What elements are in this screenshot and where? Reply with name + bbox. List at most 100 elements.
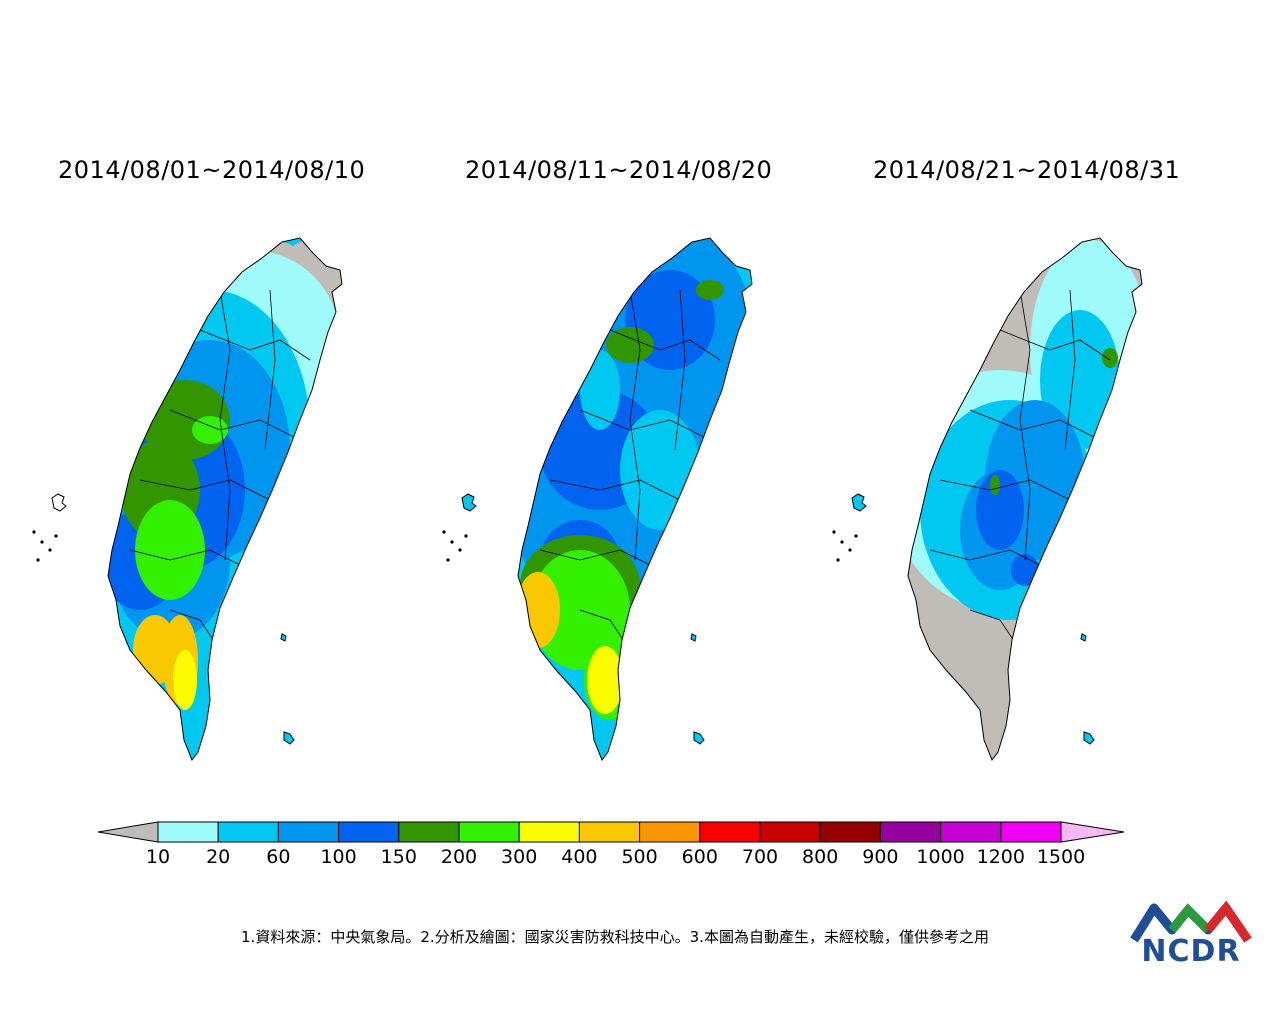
colorbar-tick-label: 1200 bbox=[976, 846, 1025, 868]
colorbar-tick-label: 10 bbox=[145, 846, 171, 868]
footnote: 1.資料來源：中央氣象局。2.分析及繪圖：國家災害防救科技中心。3.本圖為自動產… bbox=[241, 928, 989, 946]
islet bbox=[32, 530, 36, 534]
colorbar-under-arrow bbox=[98, 821, 159, 843]
county-boundary bbox=[129, 549, 251, 571]
colorbar-tick-label: 20 bbox=[206, 846, 231, 868]
county-boundary bbox=[969, 409, 1101, 441]
county-boundary bbox=[929, 549, 1051, 571]
colorbar-segment bbox=[879, 821, 942, 843]
islet bbox=[458, 548, 462, 552]
islet bbox=[848, 548, 852, 552]
offshore-island bbox=[693, 731, 705, 745]
rainfall-field bbox=[518, 238, 752, 720]
colorbar-tick-label: 150 bbox=[380, 846, 417, 868]
county-boundary bbox=[219, 289, 231, 561]
rainfall-contour bbox=[192, 416, 228, 444]
coastline bbox=[517, 237, 753, 762]
rainfall-contour bbox=[1011, 554, 1039, 586]
logo-mark-green bbox=[1168, 903, 1212, 934]
colorbar-labels: 10 20 60 100 150 200 300 400 500 600 700 800 900 1000… bbox=[0, 846, 1280, 870]
colorbar-segment bbox=[639, 821, 701, 843]
colorbar-segment bbox=[518, 821, 580, 843]
rainfall-contour bbox=[518, 572, 560, 648]
colorbar-tick-label: 1500 bbox=[1036, 846, 1086, 868]
county-boundary bbox=[539, 549, 661, 571]
colorbar-segment bbox=[157, 821, 219, 843]
colorbar-tick-label: 900 bbox=[862, 846, 899, 868]
period-title-3: 2014/08/21~2014/08/31 bbox=[873, 156, 1181, 184]
colorbar-over-arrow bbox=[1060, 821, 1125, 843]
county-boundary bbox=[674, 289, 686, 451]
county-boundary bbox=[264, 289, 276, 451]
islet bbox=[442, 530, 446, 534]
offshore-island bbox=[51, 493, 67, 512]
islet bbox=[854, 534, 858, 538]
rainfall-map-period-3 bbox=[820, 230, 1180, 770]
county-boundary bbox=[1019, 289, 1031, 561]
colorbar-segment bbox=[819, 821, 881, 843]
rainfall-contour bbox=[173, 650, 197, 710]
colorbar-tick-label: 300 bbox=[501, 846, 538, 868]
rainfall-contour bbox=[990, 475, 1000, 495]
county-boundary bbox=[579, 409, 711, 441]
islet bbox=[464, 534, 468, 538]
logo-mark-red bbox=[1204, 900, 1252, 943]
colorbar-tick-label: 600 bbox=[681, 846, 718, 868]
rainfall-map-period-1 bbox=[20, 230, 380, 770]
colorbar-segment bbox=[759, 821, 821, 843]
islet bbox=[48, 548, 52, 552]
colorbar-tick-label: 400 bbox=[561, 846, 598, 868]
rainfall-colorbar bbox=[98, 821, 1125, 843]
colorbar-tick-label: 60 bbox=[266, 846, 291, 868]
rainfall-contour bbox=[587, 646, 623, 714]
rainfall-contour bbox=[606, 327, 654, 363]
coastline bbox=[107, 237, 343, 762]
offshore-island bbox=[461, 493, 477, 512]
colorbar-segment bbox=[1000, 821, 1062, 843]
offshore-island bbox=[280, 633, 287, 642]
rainfall-field bbox=[108, 240, 342, 710]
county-boundary bbox=[939, 479, 1071, 501]
ncdr-logo-text: NCDR bbox=[1141, 934, 1241, 969]
ncdr-logo bbox=[1130, 900, 1252, 943]
islet bbox=[840, 540, 844, 544]
colorbar-segment bbox=[699, 821, 761, 843]
rainfall-contour bbox=[135, 500, 205, 600]
colorbar-tick-label: 700 bbox=[741, 846, 779, 868]
rainfall-map-period-2 bbox=[430, 230, 790, 770]
offshore-island bbox=[1080, 633, 1087, 642]
county-boundary bbox=[999, 329, 1111, 361]
offshore-island bbox=[851, 493, 867, 512]
colorbar-tick-label: 100 bbox=[320, 846, 357, 868]
colorbar-tick-label: 200 bbox=[440, 846, 478, 868]
offshore-island bbox=[283, 731, 295, 745]
colorbar-segment bbox=[458, 821, 520, 843]
colorbar-tick-label: 800 bbox=[802, 846, 839, 868]
rainfall-contour bbox=[620, 410, 700, 530]
colorbar-tick-label: 1000 bbox=[916, 846, 965, 868]
rainfall-contour bbox=[976, 470, 1024, 550]
offshore-island bbox=[690, 633, 697, 642]
county-boundary bbox=[199, 329, 311, 361]
islet bbox=[40, 540, 44, 544]
county-boundary bbox=[139, 479, 271, 501]
rainfall-contour bbox=[1102, 348, 1118, 368]
period-title-2: 2014/08/11~2014/08/20 bbox=[465, 156, 773, 184]
colorbar-tick-label: 500 bbox=[621, 846, 658, 868]
islet bbox=[450, 540, 454, 544]
islet bbox=[446, 558, 450, 562]
colorbar-segment bbox=[578, 821, 641, 843]
islet bbox=[836, 558, 840, 562]
islet bbox=[832, 530, 836, 534]
colorbar-segment bbox=[277, 821, 340, 843]
county-boundary bbox=[169, 409, 301, 441]
county-boundary bbox=[549, 479, 681, 501]
colorbar-segment bbox=[940, 821, 1002, 843]
islet bbox=[36, 558, 40, 562]
county-boundary bbox=[609, 329, 721, 361]
colorbar-segment bbox=[398, 821, 460, 843]
colorbar-segment bbox=[217, 821, 279, 843]
islet bbox=[54, 534, 58, 538]
period-title-1: 2014/08/01~2014/08/10 bbox=[58, 156, 366, 184]
coastline bbox=[907, 237, 1143, 762]
